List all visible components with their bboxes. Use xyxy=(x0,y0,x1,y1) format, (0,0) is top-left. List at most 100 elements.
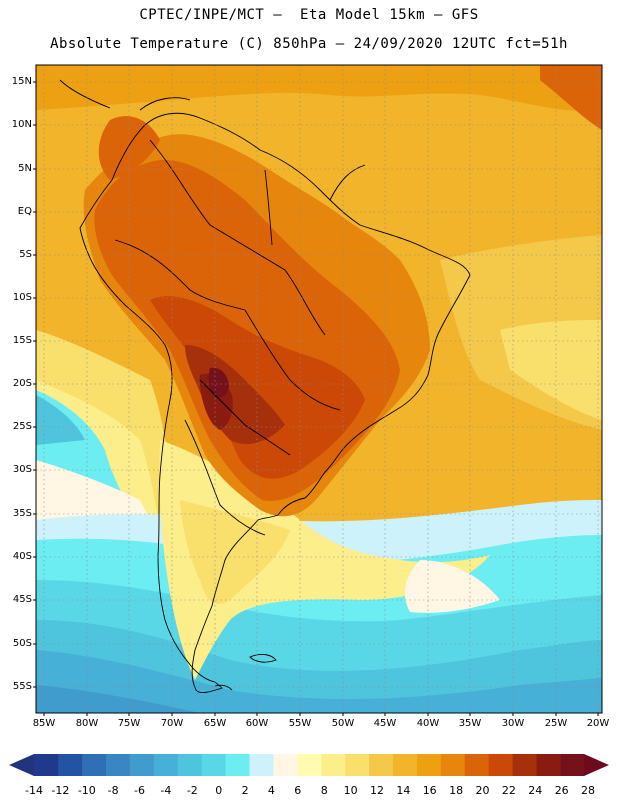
coastlines xyxy=(59,79,471,694)
colorbar-swatch xyxy=(536,754,561,776)
field-north-warm xyxy=(98,116,160,180)
coast-isthmus xyxy=(59,79,111,109)
falklands xyxy=(249,653,277,663)
lat-label: 20S xyxy=(12,378,32,389)
colorbar-label: -2 xyxy=(186,784,198,797)
lon-label: 45W xyxy=(373,718,397,729)
border-3 xyxy=(244,309,341,411)
border-6 xyxy=(329,164,366,201)
colorbar-label: 4 xyxy=(267,784,275,797)
lat-label: 50S xyxy=(12,638,32,649)
lat-label: 35S xyxy=(12,508,32,519)
colorbar-swatch xyxy=(105,754,130,776)
colorbar-label: 22 xyxy=(501,784,516,797)
colorbar-swatch xyxy=(368,754,393,776)
lon-label: 40W xyxy=(416,718,440,729)
lat-label: 25S xyxy=(12,421,32,432)
field-hotspot xyxy=(208,367,229,398)
colorbar-swatch xyxy=(392,754,417,776)
colorbar-swatch xyxy=(34,754,59,776)
colorbar-swatch xyxy=(416,754,441,776)
lon-label: 80W xyxy=(75,718,99,729)
map-frame xyxy=(35,64,603,714)
field-south-blue2 xyxy=(36,650,602,713)
coast-central-america xyxy=(139,97,191,111)
colorbar-label: -8 xyxy=(107,784,119,797)
colorbar-swatch xyxy=(177,754,202,776)
colorbar-swatch xyxy=(273,754,298,776)
lat-label: 10S xyxy=(12,292,32,303)
border-5 xyxy=(184,419,266,536)
colorbar-right-arrow xyxy=(584,754,609,776)
lon-label: 20W xyxy=(586,718,610,729)
lat-label: 55S xyxy=(12,681,32,692)
border-1 xyxy=(149,139,326,336)
axis-ticks xyxy=(33,81,599,716)
colorbar-label: 24 xyxy=(528,784,543,797)
lat-label: 5N xyxy=(18,163,32,174)
field-ne-warm xyxy=(540,65,602,130)
colorbar-swatch xyxy=(57,754,83,776)
lon-label: 75W xyxy=(117,718,141,729)
colorbar-swatch xyxy=(344,754,370,776)
colorbar-label: 16 xyxy=(422,784,437,797)
colorbar-left-arrow xyxy=(9,754,34,776)
lon-label: 55W xyxy=(288,718,312,729)
lat-label: 45S xyxy=(12,594,32,605)
field-atl-cream xyxy=(404,560,500,613)
graticule xyxy=(36,65,602,713)
colorbar-label: 2 xyxy=(241,784,249,797)
colorbar-swatch xyxy=(129,754,154,776)
map-title-line1: CPTEC/INPE/MCT – Eta Model 15km – GFS xyxy=(139,7,479,23)
colorbar-label: -12 xyxy=(51,784,70,797)
lon-label: 70W xyxy=(160,718,184,729)
colorbar-label: -10 xyxy=(77,784,96,797)
colorbar-label: 28 xyxy=(581,784,595,797)
colorbar-swatch xyxy=(297,754,322,776)
field-tropics-north xyxy=(36,65,602,112)
field-continent-red xyxy=(150,296,365,479)
colorbar xyxy=(9,754,609,776)
colorbar-label: 6 xyxy=(294,784,302,797)
lat-label: EQ xyxy=(17,206,32,217)
colorbar-swatch xyxy=(560,754,585,776)
colorbar-label: 18 xyxy=(449,784,464,797)
colorbar-label: 0 xyxy=(215,784,223,797)
field-argentina-yellow2 xyxy=(180,500,290,604)
colorbar-swatch xyxy=(512,754,537,776)
colorbar-swatch xyxy=(249,754,274,776)
colorbar-swatch xyxy=(464,754,489,776)
colorbar-label: 20 xyxy=(475,784,490,797)
colorbar-label: 8 xyxy=(320,784,328,797)
field-atlantic-light xyxy=(500,320,602,420)
colorbar-swatch xyxy=(488,754,513,776)
lat-label: 30S xyxy=(12,464,32,475)
lat-label: 5S xyxy=(19,249,32,260)
lon-label: 65W xyxy=(203,718,227,729)
field-argentina-yellow xyxy=(159,440,491,680)
border-7 xyxy=(264,169,273,246)
lat-label: 10N xyxy=(11,119,32,130)
colorbar-swatch xyxy=(153,754,178,776)
field-south-blue3 xyxy=(36,685,200,713)
field-pacific-blue xyxy=(36,395,85,445)
colorbar-label: 14 xyxy=(396,784,411,797)
colorbar-swatch xyxy=(320,754,346,776)
temperature-field xyxy=(36,65,602,713)
lon-label: 25W xyxy=(544,718,568,729)
colorbar-swatch xyxy=(81,754,107,776)
border-2 xyxy=(114,239,246,311)
lon-label: 60W xyxy=(245,718,269,729)
border-4 xyxy=(199,379,291,456)
colorbar-label: -14 xyxy=(25,784,43,797)
colorbar-label: -4 xyxy=(160,784,172,797)
lon-label: 35W xyxy=(458,718,482,729)
colorbar-label: -6 xyxy=(134,784,145,797)
colorbar-label: 12 xyxy=(370,784,384,797)
colorbar-swatch xyxy=(440,754,465,776)
lon-label: 30W xyxy=(501,718,525,729)
lat-label: 15N xyxy=(11,76,32,87)
colorbar-label: 26 xyxy=(554,784,569,797)
lon-label: 85W xyxy=(32,718,56,729)
